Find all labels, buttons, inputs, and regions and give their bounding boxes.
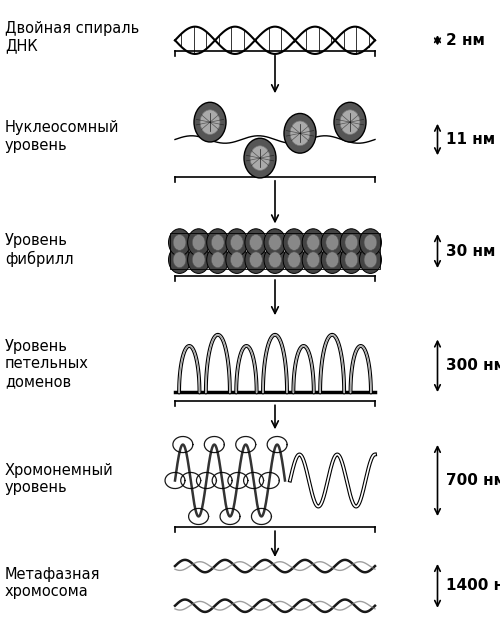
Circle shape: [200, 110, 220, 135]
Circle shape: [212, 252, 224, 268]
Circle shape: [322, 246, 344, 273]
Circle shape: [302, 229, 324, 256]
Circle shape: [206, 229, 229, 256]
Circle shape: [290, 121, 310, 146]
Circle shape: [244, 138, 276, 178]
Circle shape: [345, 234, 358, 250]
Circle shape: [250, 146, 270, 170]
Circle shape: [283, 229, 305, 256]
Text: Нуклеосомный
уровень: Нуклеосомный уровень: [5, 120, 119, 153]
Circle shape: [173, 234, 186, 250]
Circle shape: [268, 252, 281, 268]
Circle shape: [340, 246, 362, 273]
Circle shape: [264, 229, 286, 256]
Circle shape: [188, 246, 210, 273]
Circle shape: [212, 234, 224, 250]
Circle shape: [206, 246, 229, 273]
Circle shape: [326, 234, 338, 250]
Circle shape: [283, 246, 305, 273]
Circle shape: [168, 229, 190, 256]
Text: Уровень
фибрилл: Уровень фибрилл: [5, 233, 73, 267]
Circle shape: [288, 234, 300, 250]
Circle shape: [268, 234, 281, 250]
Circle shape: [194, 102, 226, 142]
Circle shape: [288, 252, 300, 268]
Circle shape: [192, 234, 205, 250]
Text: 300 нм: 300 нм: [446, 358, 500, 373]
Text: 700 нм: 700 нм: [446, 473, 500, 488]
Circle shape: [307, 252, 320, 268]
Text: Уровень
петельных
доменов: Уровень петельных доменов: [5, 339, 89, 389]
Circle shape: [226, 229, 248, 256]
Text: Метафазная
хромосома: Метафазная хромосома: [5, 567, 100, 599]
Text: Хромонемный
уровень: Хромонемный уровень: [5, 463, 114, 495]
Circle shape: [192, 252, 205, 268]
Circle shape: [326, 252, 338, 268]
Circle shape: [302, 246, 324, 273]
Circle shape: [360, 229, 382, 256]
Circle shape: [188, 229, 210, 256]
Circle shape: [230, 234, 243, 250]
Text: 30 нм: 30 нм: [446, 244, 496, 259]
Circle shape: [307, 234, 320, 250]
Circle shape: [168, 246, 190, 273]
Circle shape: [334, 102, 366, 142]
Circle shape: [322, 229, 344, 256]
Circle shape: [250, 252, 262, 268]
Circle shape: [245, 246, 267, 273]
Circle shape: [360, 246, 382, 273]
Text: Двойная спираль
ДНК: Двойная спираль ДНК: [5, 21, 139, 53]
Circle shape: [226, 246, 248, 273]
Circle shape: [250, 234, 262, 250]
Circle shape: [284, 113, 316, 153]
Text: 1400 нм: 1400 нм: [446, 578, 500, 593]
Circle shape: [340, 110, 360, 135]
Bar: [170, 233, 380, 269]
Circle shape: [245, 229, 267, 256]
Circle shape: [230, 252, 243, 268]
Circle shape: [345, 252, 358, 268]
Text: 11 нм: 11 нм: [446, 132, 496, 147]
Circle shape: [364, 234, 377, 250]
Circle shape: [340, 229, 362, 256]
Text: 2 нм: 2 нм: [446, 33, 486, 48]
Circle shape: [173, 252, 186, 268]
Circle shape: [264, 246, 286, 273]
Circle shape: [364, 252, 377, 268]
